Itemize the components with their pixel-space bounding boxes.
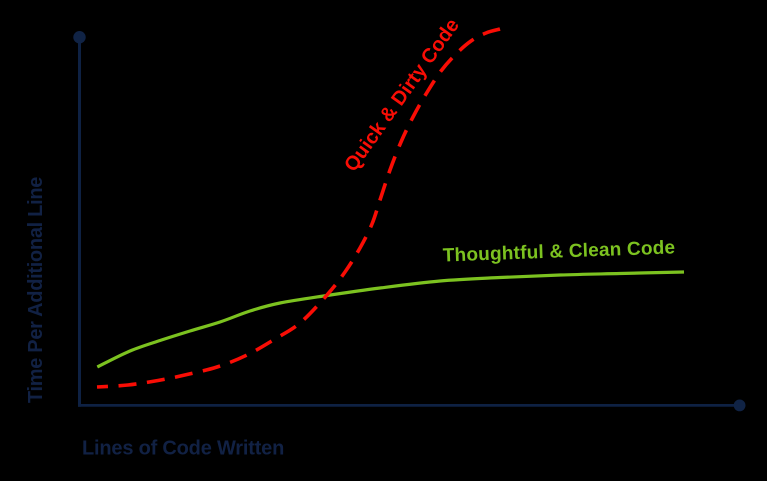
svg-text:Lines of Code Written: Lines of Code Written — [82, 438, 284, 460]
svg-text:Time Per Additional Line: Time Per Additional Line — [25, 177, 47, 403]
